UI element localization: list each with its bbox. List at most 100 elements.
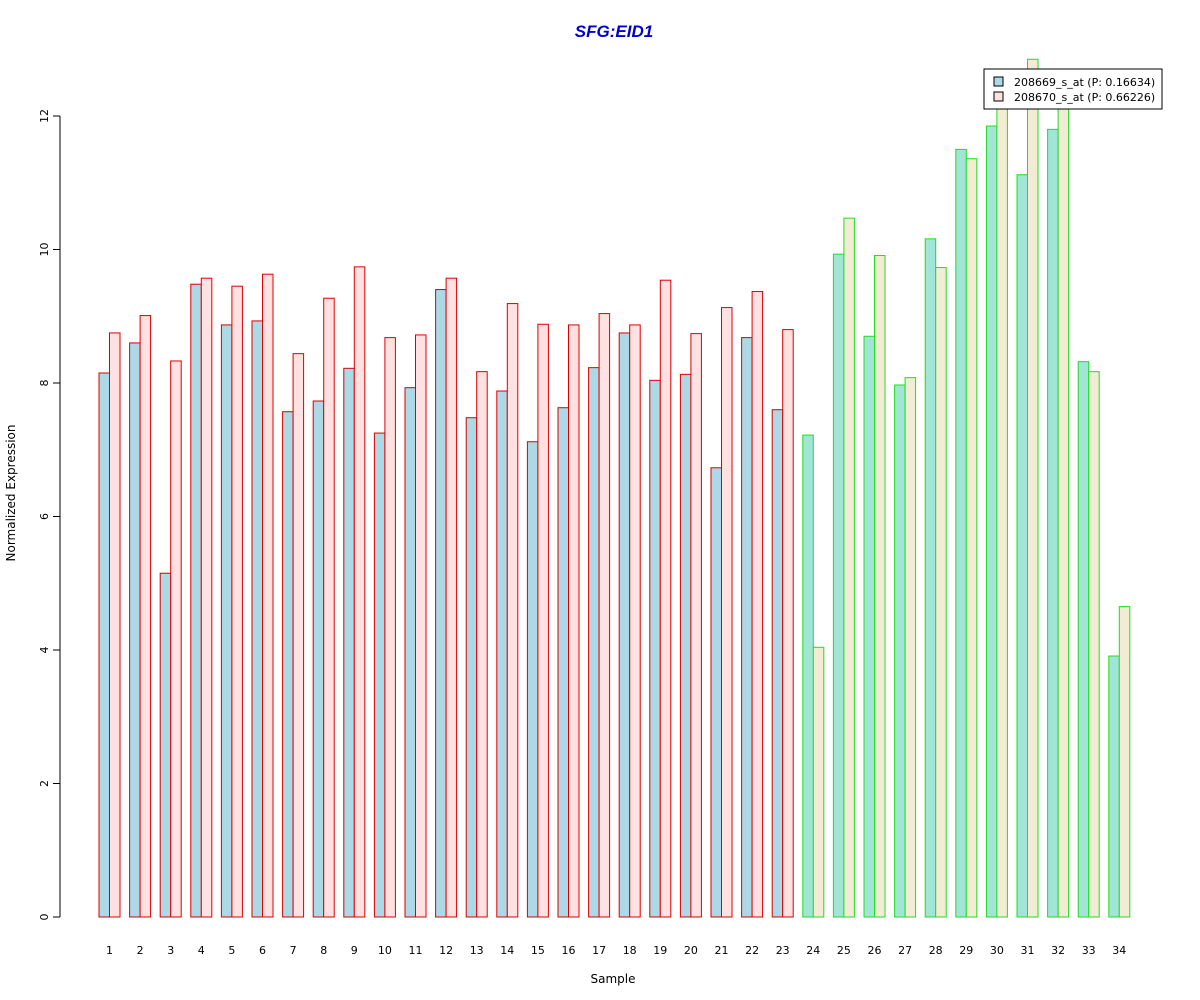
bar-sample-8-series-2 bbox=[323, 297, 335, 918]
bar-sample-25-series-2 bbox=[843, 217, 855, 918]
bar-sample-20-series-1 bbox=[679, 373, 692, 918]
y-tick-label: 10 bbox=[38, 243, 51, 257]
bar-sample-19-series-1 bbox=[649, 379, 661, 918]
x-tick-label: 11 bbox=[409, 944, 423, 957]
bar-sample-12-series-1 bbox=[435, 289, 447, 918]
y-tick-label: 12 bbox=[38, 109, 51, 123]
legend-box bbox=[983, 68, 1163, 110]
bar-sample-10-series-2 bbox=[384, 337, 396, 918]
legend: 208669_s_at (P: 0.16634) 208670_s_at (P:… bbox=[983, 68, 1163, 110]
x-tick-label: 28 bbox=[929, 944, 943, 957]
x-tick-label: 17 bbox=[592, 944, 606, 957]
bar-sample-28-series-1 bbox=[924, 238, 937, 918]
bar-sample-30-series-1 bbox=[985, 125, 998, 918]
x-tick-label: 4 bbox=[198, 944, 205, 957]
bar-sample-9-series-1 bbox=[343, 367, 355, 918]
x-tick-label: 18 bbox=[623, 944, 637, 957]
bar-sample-18-series-2 bbox=[629, 324, 641, 918]
bar-sample-31-series-1 bbox=[1016, 174, 1028, 918]
bar-sample-19-series-2 bbox=[659, 279, 672, 918]
y-axis-label: Normalized Expression bbox=[4, 424, 18, 561]
legend-entry-1: 208669_s_at (P: 0.16634) bbox=[1014, 76, 1155, 89]
bar-sample-27-series-1 bbox=[894, 384, 906, 918]
bar-sample-2-series-2 bbox=[139, 315, 152, 918]
bar-sample-5-series-2 bbox=[231, 285, 243, 918]
x-tick-label: 10 bbox=[378, 944, 392, 957]
bar-sample-3-series-1 bbox=[159, 572, 172, 918]
bar-sample-17-series-2 bbox=[598, 313, 611, 918]
x-tick-label: 30 bbox=[990, 944, 1004, 957]
x-tick-label: 15 bbox=[531, 944, 545, 957]
bar-sample-33-series-1 bbox=[1077, 361, 1090, 918]
bar-sample-34-series-1 bbox=[1108, 655, 1120, 918]
bar-sample-4-series-2 bbox=[200, 277, 213, 918]
bar-sample-18-series-1 bbox=[618, 332, 631, 918]
bar-sample-13-series-1 bbox=[465, 417, 478, 918]
bar-sample-14-series-1 bbox=[496, 390, 508, 918]
y-tick-label: 2 bbox=[38, 780, 51, 787]
bar-sample-21-series-1 bbox=[710, 467, 722, 918]
x-tick-label: 9 bbox=[351, 944, 358, 957]
bar-sample-29-series-2 bbox=[965, 158, 978, 918]
bar-sample-4-series-1 bbox=[190, 283, 202, 918]
bar-sample-13-series-2 bbox=[476, 371, 488, 918]
bar-sample-24-series-1 bbox=[802, 434, 814, 918]
y-tick-label: 0 bbox=[38, 914, 51, 921]
x-tick-label: 2 bbox=[137, 944, 144, 957]
x-tick-label: 16 bbox=[562, 944, 576, 957]
bar-sample-24-series-2 bbox=[812, 646, 825, 918]
x-tick-label: 26 bbox=[868, 944, 882, 957]
bar-sample-7-series-1 bbox=[282, 411, 294, 918]
y-tick-label: 8 bbox=[38, 380, 51, 387]
x-tick-label: 25 bbox=[837, 944, 851, 957]
bar-sample-12-series-2 bbox=[445, 277, 458, 918]
bar-sample-1-series-2 bbox=[109, 332, 121, 918]
bar-sample-8-series-1 bbox=[312, 400, 325, 918]
x-tick-label: 5 bbox=[228, 944, 235, 957]
bar-sample-32-series-2 bbox=[1057, 95, 1070, 918]
y-axis: 0 2 4 6 8 10 12 bbox=[38, 109, 61, 921]
x-tick-label: 34 bbox=[1112, 944, 1126, 957]
x-tick-label: 3 bbox=[167, 944, 174, 957]
bar-sample-6-series-2 bbox=[262, 273, 274, 918]
legend-swatch-1 bbox=[993, 76, 1004, 87]
bar-sample-14-series-2 bbox=[506, 303, 519, 918]
bar-sample-28-series-2 bbox=[935, 267, 947, 918]
bar-sample-33-series-2 bbox=[1088, 371, 1100, 918]
bar-sample-2-series-1 bbox=[129, 342, 141, 918]
legend-entry-2: 208670_s_at (P: 0.66226) bbox=[1014, 91, 1155, 104]
x-tick-label: 29 bbox=[959, 944, 973, 957]
bar-sample-30-series-2 bbox=[996, 95, 1008, 918]
chart-title: SFG:EID1 bbox=[575, 22, 653, 41]
y-tick-label: 4 bbox=[38, 647, 51, 654]
x-tick-label: 27 bbox=[898, 944, 912, 957]
x-tick-label: 13 bbox=[470, 944, 484, 957]
x-tick-label: 33 bbox=[1082, 944, 1096, 957]
bar-sample-11-series-2 bbox=[415, 334, 427, 918]
x-tick-label: 14 bbox=[500, 944, 514, 957]
x-tick-label: 20 bbox=[684, 944, 698, 957]
x-tick-label: 32 bbox=[1051, 944, 1065, 957]
bar-sample-26-series-2 bbox=[874, 255, 886, 918]
x-tick-labels: 1 2 3 4 5 6 7 8 9 10 11 12 13 14 15 16 17 18 19 20 21 22 23 24 2… bbox=[106, 944, 1126, 957]
bar-sample-15-series-1 bbox=[526, 441, 539, 918]
x-tick-label: 22 bbox=[745, 944, 759, 957]
x-tick-label: 19 bbox=[653, 944, 667, 957]
bar-sample-7-series-2 bbox=[292, 353, 305, 918]
bar-sample-27-series-2 bbox=[904, 377, 917, 918]
x-tick-label: 31 bbox=[1021, 944, 1035, 957]
bar-sample-15-series-2 bbox=[537, 323, 549, 918]
bar-sample-29-series-1 bbox=[955, 148, 967, 918]
bar-sample-16-series-1 bbox=[557, 407, 569, 918]
legend-swatch-2 bbox=[993, 91, 1004, 102]
x-tick-label: 12 bbox=[439, 944, 453, 957]
y-tick-label: 6 bbox=[38, 513, 51, 520]
x-tick-label: 1 bbox=[106, 944, 113, 957]
x-tick-label: 8 bbox=[320, 944, 327, 957]
x-tick-label: 24 bbox=[806, 944, 820, 957]
x-tick-label: 21 bbox=[715, 944, 729, 957]
bar-sample-26-series-1 bbox=[863, 335, 875, 918]
bar-sample-3-series-2 bbox=[170, 360, 182, 918]
bar-sample-34-series-2 bbox=[1118, 606, 1131, 918]
bars bbox=[98, 58, 1131, 918]
